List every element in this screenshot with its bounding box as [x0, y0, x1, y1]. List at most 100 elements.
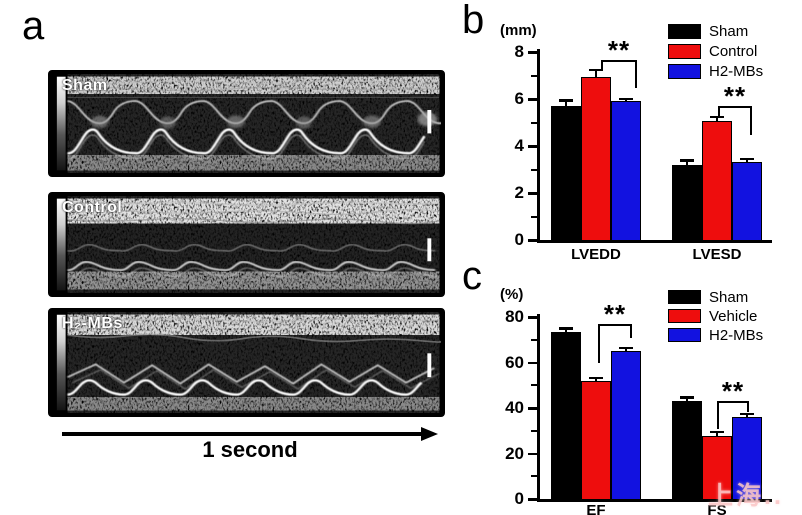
bar-Vehicle-EF [581, 380, 611, 499]
echo-top-band [67, 76, 440, 94]
tick-label-b: 4 [514, 136, 524, 155]
category-label-LVEDD: LVEDD [571, 246, 621, 263]
grayscale-calibration-bar [56, 198, 66, 291]
bar-Vehicle-FS [702, 436, 732, 499]
legend-swatch-Control [668, 44, 701, 59]
echo-label-sham: Sham [62, 77, 108, 94]
scale-bar [427, 110, 432, 134]
sig-bracket-left [717, 401, 719, 429]
echo-sham-graphic [52, 74, 441, 173]
x-axis-b [536, 240, 772, 243]
error-cap-H2-MBs-LVESD [740, 157, 754, 161]
legend-label-Sham: Sham [709, 289, 749, 306]
legend-label-Control: Control [709, 43, 758, 60]
minor-tick-c [530, 384, 537, 387]
legend-swatch-Sham [668, 24, 701, 39]
legend-label-H2-MBs: H2-MBs [709, 63, 764, 80]
echo-label-control: Control [62, 199, 123, 216]
category-label-LVESD: LVESD [692, 246, 742, 263]
major-tick-b [527, 98, 537, 101]
error-cap-Vehicle-FS [710, 430, 724, 434]
error-stem-Sham-EF [565, 328, 567, 332]
error-stem-Vehicle-FS [716, 431, 718, 437]
error-cap-H2-MBs-EF [619, 346, 633, 350]
mitral-zigzag-echo [72, 368, 440, 391]
major-tick-c [527, 452, 537, 455]
anterior-wall-trace [67, 243, 436, 252]
sig-bracket-right [630, 324, 632, 338]
posterior-wall-trace [67, 128, 426, 155]
tick-label-c: 0 [514, 489, 524, 508]
category-label-FS: FS [707, 502, 727, 515]
posterior-wall-trace [67, 379, 423, 396]
major-tick-b [527, 145, 537, 148]
major-tick-b [527, 51, 537, 54]
error-cap-Sham-EF [559, 327, 573, 330]
minor-tick-b [530, 168, 537, 171]
tick-label-b: 0 [514, 230, 524, 249]
panel-a-letter: a [22, 4, 45, 48]
scale-bar [427, 238, 432, 262]
y-unit-label-b: (mm) [500, 22, 537, 39]
minor-tick-c [530, 429, 537, 432]
bar-H2-MBs-FS [732, 417, 762, 499]
x-axis-c [536, 499, 772, 502]
sig-stars: ** [721, 376, 745, 406]
minor-tick-c [530, 475, 537, 478]
error-stem-H2-MBs-EF [625, 347, 627, 352]
time-scale-label: 1 second [202, 437, 298, 462]
error-stem-Control-LVEDD [595, 69, 597, 77]
tick-label-b: 8 [514, 42, 524, 61]
sig-bracket-left [601, 60, 603, 70]
echo-image-h2mbs: H₂-MBs [48, 308, 445, 417]
sig-bracket-right [635, 60, 637, 88]
minor-tick-b [530, 74, 537, 77]
bar-Sham-EF [551, 331, 581, 499]
bar-Control-LVEDD [581, 76, 611, 240]
sig-stars: ** [607, 35, 631, 65]
major-tick-c [527, 361, 537, 364]
legend-label-H2-MBs: H2-MBs [709, 327, 764, 344]
error-cap-H2-MBs-FS [740, 412, 754, 416]
panel-c-letter: c [462, 254, 482, 298]
sig-stars: ** [603, 299, 627, 329]
error-cap-Vehicle-EF [589, 376, 603, 380]
echo-control-graphic [52, 196, 441, 293]
error-stem-Sham-LVESD [686, 160, 688, 165]
minor-tick-b [530, 121, 537, 124]
time-arrow [62, 427, 438, 443]
bar-Sham-FS [672, 401, 702, 499]
scale-bar [427, 353, 432, 378]
sig-bracket-h [598, 324, 632, 326]
bar-H2-MBs-LVEDD [611, 101, 641, 240]
echo-label-h2mbs: H₂-MBs [62, 315, 123, 332]
y-axis-c [536, 314, 540, 502]
major-tick-c [527, 498, 537, 501]
tick-label-c: 60 [505, 352, 524, 372]
watermark-text: 上海.. [708, 482, 784, 510]
error-stem-Sham-LVEDD [565, 100, 567, 107]
error-cap-Sham-LVESD [680, 159, 694, 162]
y-axis-b [536, 49, 540, 243]
error-cap-Control-LVEDD [589, 68, 603, 72]
bar-Control-LVESD [702, 121, 732, 240]
mitral-zigzag-trace [67, 363, 435, 385]
legend-label-Sham: Sham [709, 23, 749, 40]
echo-image-control: Control [48, 192, 445, 297]
error-cap-Control-LVESD [710, 115, 724, 119]
tick-label-b: 6 [514, 89, 524, 108]
bar-Sham-LVEDD [551, 106, 581, 240]
sig-bracket-h [718, 106, 752, 108]
major-tick-b [527, 192, 537, 195]
tick-label-c: 20 [505, 443, 524, 463]
bar-Sham-LVESD [672, 164, 702, 240]
legend-label-Vehicle: Vehicle [709, 308, 758, 325]
grayscale-calibration-bar [56, 314, 66, 411]
panel-b-letter: b [462, 0, 485, 42]
sig-bracket-right [750, 106, 752, 135]
error-stem-H2-MBs-FS [746, 413, 748, 418]
sig-bracket-h [717, 401, 749, 403]
error-cap-Sham-LVEDD [559, 99, 573, 102]
bar-H2-MBs-EF [611, 351, 641, 499]
